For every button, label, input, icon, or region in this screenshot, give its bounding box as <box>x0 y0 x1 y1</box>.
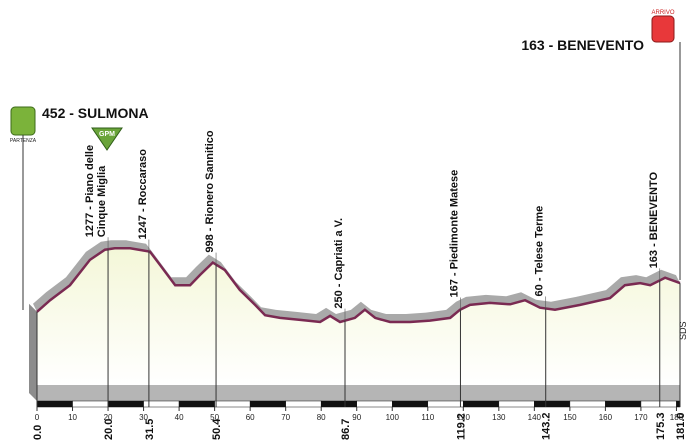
km-segment <box>36 400 73 408</box>
x-tick-label: 120 <box>457 413 471 422</box>
x-tick-label: 70 <box>281 413 290 422</box>
finish-badge: ARRIVO <box>651 10 674 16</box>
km-marker-label: 119.2 <box>455 413 467 440</box>
km-segment <box>72 400 109 408</box>
x-tick-label: 50 <box>210 413 219 422</box>
km-marker-label: 181.0 <box>675 412 687 440</box>
km-segment <box>498 400 535 408</box>
profile-area <box>37 248 680 385</box>
km-segment <box>463 400 500 408</box>
sds-label: SDS <box>678 321 688 340</box>
waypoint-label: 998 - Rionero Sannitico <box>204 130 216 253</box>
waypoint-label: 250 - Capriati a V. <box>333 218 345 309</box>
km-segment <box>214 400 251 408</box>
base-face <box>37 385 680 401</box>
x-tick-label: 60 <box>246 413 255 422</box>
finish-label: 163 - BENEVENTO <box>521 37 644 53</box>
x-tick-label: 150 <box>563 413 577 422</box>
x-tick-label: 10 <box>68 413 77 422</box>
x-tick-label: 140 <box>528 413 542 422</box>
km-segment <box>640 400 677 408</box>
km-segment <box>249 400 286 408</box>
gpm-icon <box>91 127 123 151</box>
km-segment <box>569 400 606 408</box>
waypoint-label: Cinque Miglia <box>96 165 108 237</box>
km-segment <box>427 400 464 408</box>
km-segment <box>178 400 215 408</box>
waypoint-label: 60 - Telese Terme <box>534 206 546 297</box>
km-marker-label: 31.5 <box>144 419 156 440</box>
gpm-label: GPM <box>99 131 115 138</box>
finish-badge-icon <box>651 15 675 43</box>
waypoint-label: 1247 - Roccaraso <box>137 149 149 240</box>
profile-line <box>36 247 681 324</box>
km-segment <box>605 400 642 408</box>
x-tick-label: 20 <box>104 413 113 422</box>
km-segment <box>391 400 429 408</box>
km-marker-label: 0.0 <box>32 425 44 440</box>
waypoint-label: 1277 - Piano delle <box>84 145 96 237</box>
km-segment <box>534 400 571 408</box>
x-tick-label: 80 <box>317 413 326 422</box>
x-tick-label: 100 <box>386 413 400 422</box>
km-segment <box>676 400 681 408</box>
x-tick-label: 180 <box>670 413 684 422</box>
km-segment <box>285 400 322 408</box>
waypoint-label: 167 - Piedimonte Matese <box>448 170 460 298</box>
side-face <box>29 303 37 401</box>
km-segment <box>107 400 144 408</box>
km-marker-label: 50.4 <box>211 418 223 440</box>
x-tick-label: 130 <box>492 413 506 422</box>
x-tick-label: 170 <box>634 413 648 422</box>
x-tick-label: 30 <box>139 413 148 422</box>
km-segment <box>320 400 357 408</box>
start-badge-icon <box>10 106 36 136</box>
km-marker-label: 143.2 <box>541 412 553 440</box>
km-segment <box>356 400 393 408</box>
x-tick-label: 110 <box>421 413 434 422</box>
x-tick-label: 40 <box>175 413 184 422</box>
x-tick-label: 90 <box>352 413 361 422</box>
km-marker-label: 20.0 <box>103 419 115 440</box>
x-tick-label: 160 <box>599 413 613 422</box>
x-tick-label: 0 <box>35 413 40 422</box>
km-marker-label: 175.3 <box>655 412 667 440</box>
start-label: 452 - SULMONA <box>42 105 149 121</box>
km-marker-label: 86.7 <box>340 419 352 440</box>
waypoint-label: 163 - BENEVENTO <box>648 172 660 269</box>
